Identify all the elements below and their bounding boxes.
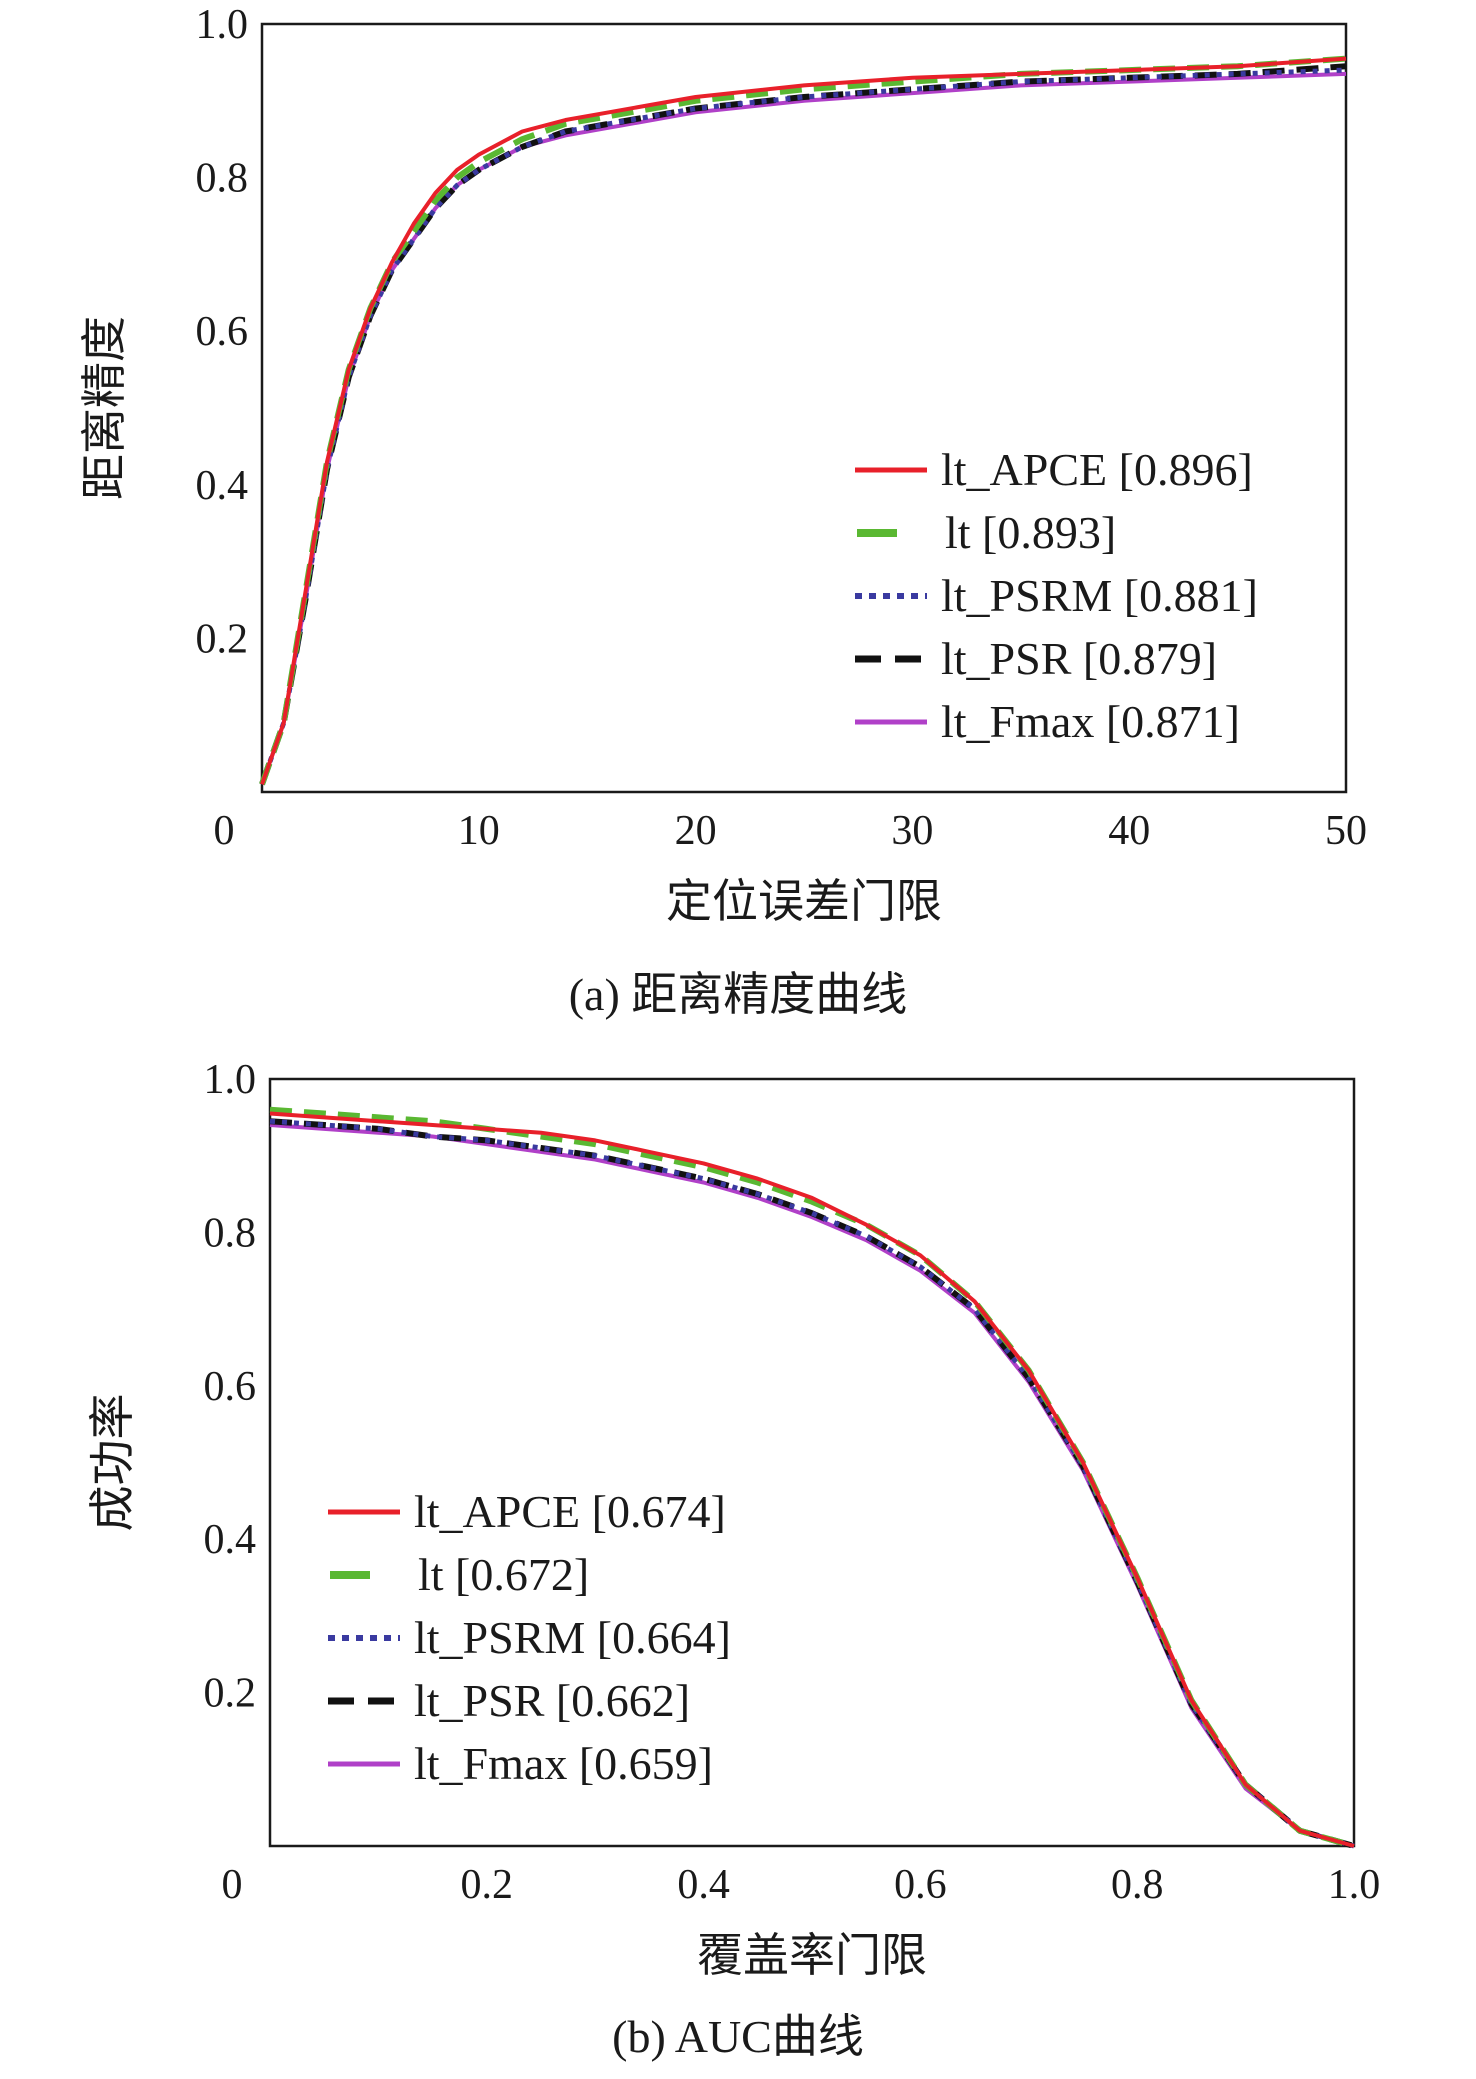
legend-label: lt_APCE [0.896] [941,444,1253,495]
y-axis-label: 距离精度 [79,316,130,500]
x-tick-label: 20 [675,808,717,854]
legend-label: lt_PSRM [0.664] [414,1612,731,1663]
x-tick-label: 1.0 [1328,1862,1381,1908]
legend-label: lt_PSR [0.879] [941,633,1217,684]
chart-a-caption: (a) 距离精度曲线 [568,969,908,1020]
legend-label: lt_Fmax [0.871] [941,696,1240,747]
series-line [269,1111,1355,1848]
x-tick-label: 10 [458,808,500,854]
legend-label: lt_APCE [0.674] [414,1486,726,1537]
x-tick-label: 0 [222,1862,243,1908]
y-tick-label: 0.4 [204,1517,257,1563]
legend-label: lt_Fmax [0.659] [414,1738,713,1789]
distance-precision-figure: 0 10 20 30 40 50 0.2 0.4 0.6 0.8 1.0 定位误差门限 距离精度 lt_A… [79,2,1367,1020]
y-tick-label: 0.6 [204,1364,257,1410]
legend-label: lt [0.893] [945,507,1116,558]
series-line [269,1106,1355,1849]
x-tick-label: 0.6 [894,1862,947,1908]
x-tick-label: 0.8 [1111,1862,1164,1908]
x-tick-label: 0.2 [461,1862,514,1908]
series-line [260,56,1347,785]
plot-area-frame [260,22,1348,794]
x-axis-label: 覆盖率门限 [697,1930,927,1981]
auc-figure: 0 0.2 0.4 0.6 0.8 1.0 0.2 0.4 0.6 0.8 1.0 覆盖率门限 成功率 l… [0,1040,1476,2079]
x-tick-label: 0.4 [677,1862,730,1908]
x-axis-label: 定位误差门限 [666,876,942,927]
y-tick-label: 0.8 [196,156,249,202]
chart-b-caption: (b) AUC曲线 [612,2011,864,2062]
y-tick-label: 0.8 [204,1210,257,1256]
x-tick-label: 40 [1108,808,1150,854]
y-tick-label: 0.2 [204,1671,257,1717]
legend-label: lt [0.672] [418,1549,589,1600]
y-tick-label: 0.4 [196,463,249,509]
y-tick-label: 0.6 [196,309,249,355]
series-line [259,67,1347,786]
legend-label: lt_PSRM [0.881] [941,570,1258,621]
x-tick-label: 50 [1325,808,1367,854]
legend-label: lt_PSR [0.662] [414,1675,690,1726]
auc-chart: 0 0.2 0.4 0.6 0.8 1.0 0.2 0.4 0.6 0.8 1.0 覆盖率门限 成功率 l… [87,1057,1381,1981]
series-line [269,1118,1355,1849]
x-tick-label: 0 [214,808,235,854]
y-tick-label: 1.0 [204,1057,257,1103]
y-tick-label: 1.0 [196,2,249,48]
distance-precision-chart: 0 10 20 30 40 50 0.2 0.4 0.6 0.8 1.0 定位误差门限 距离精度 lt_A… [79,2,1367,927]
y-axis-label: 成功率 [87,1394,138,1532]
plot-area-frame [268,1077,1356,1848]
x-tick-label: 30 [891,808,933,854]
y-tick-label: 0.2 [196,616,249,662]
